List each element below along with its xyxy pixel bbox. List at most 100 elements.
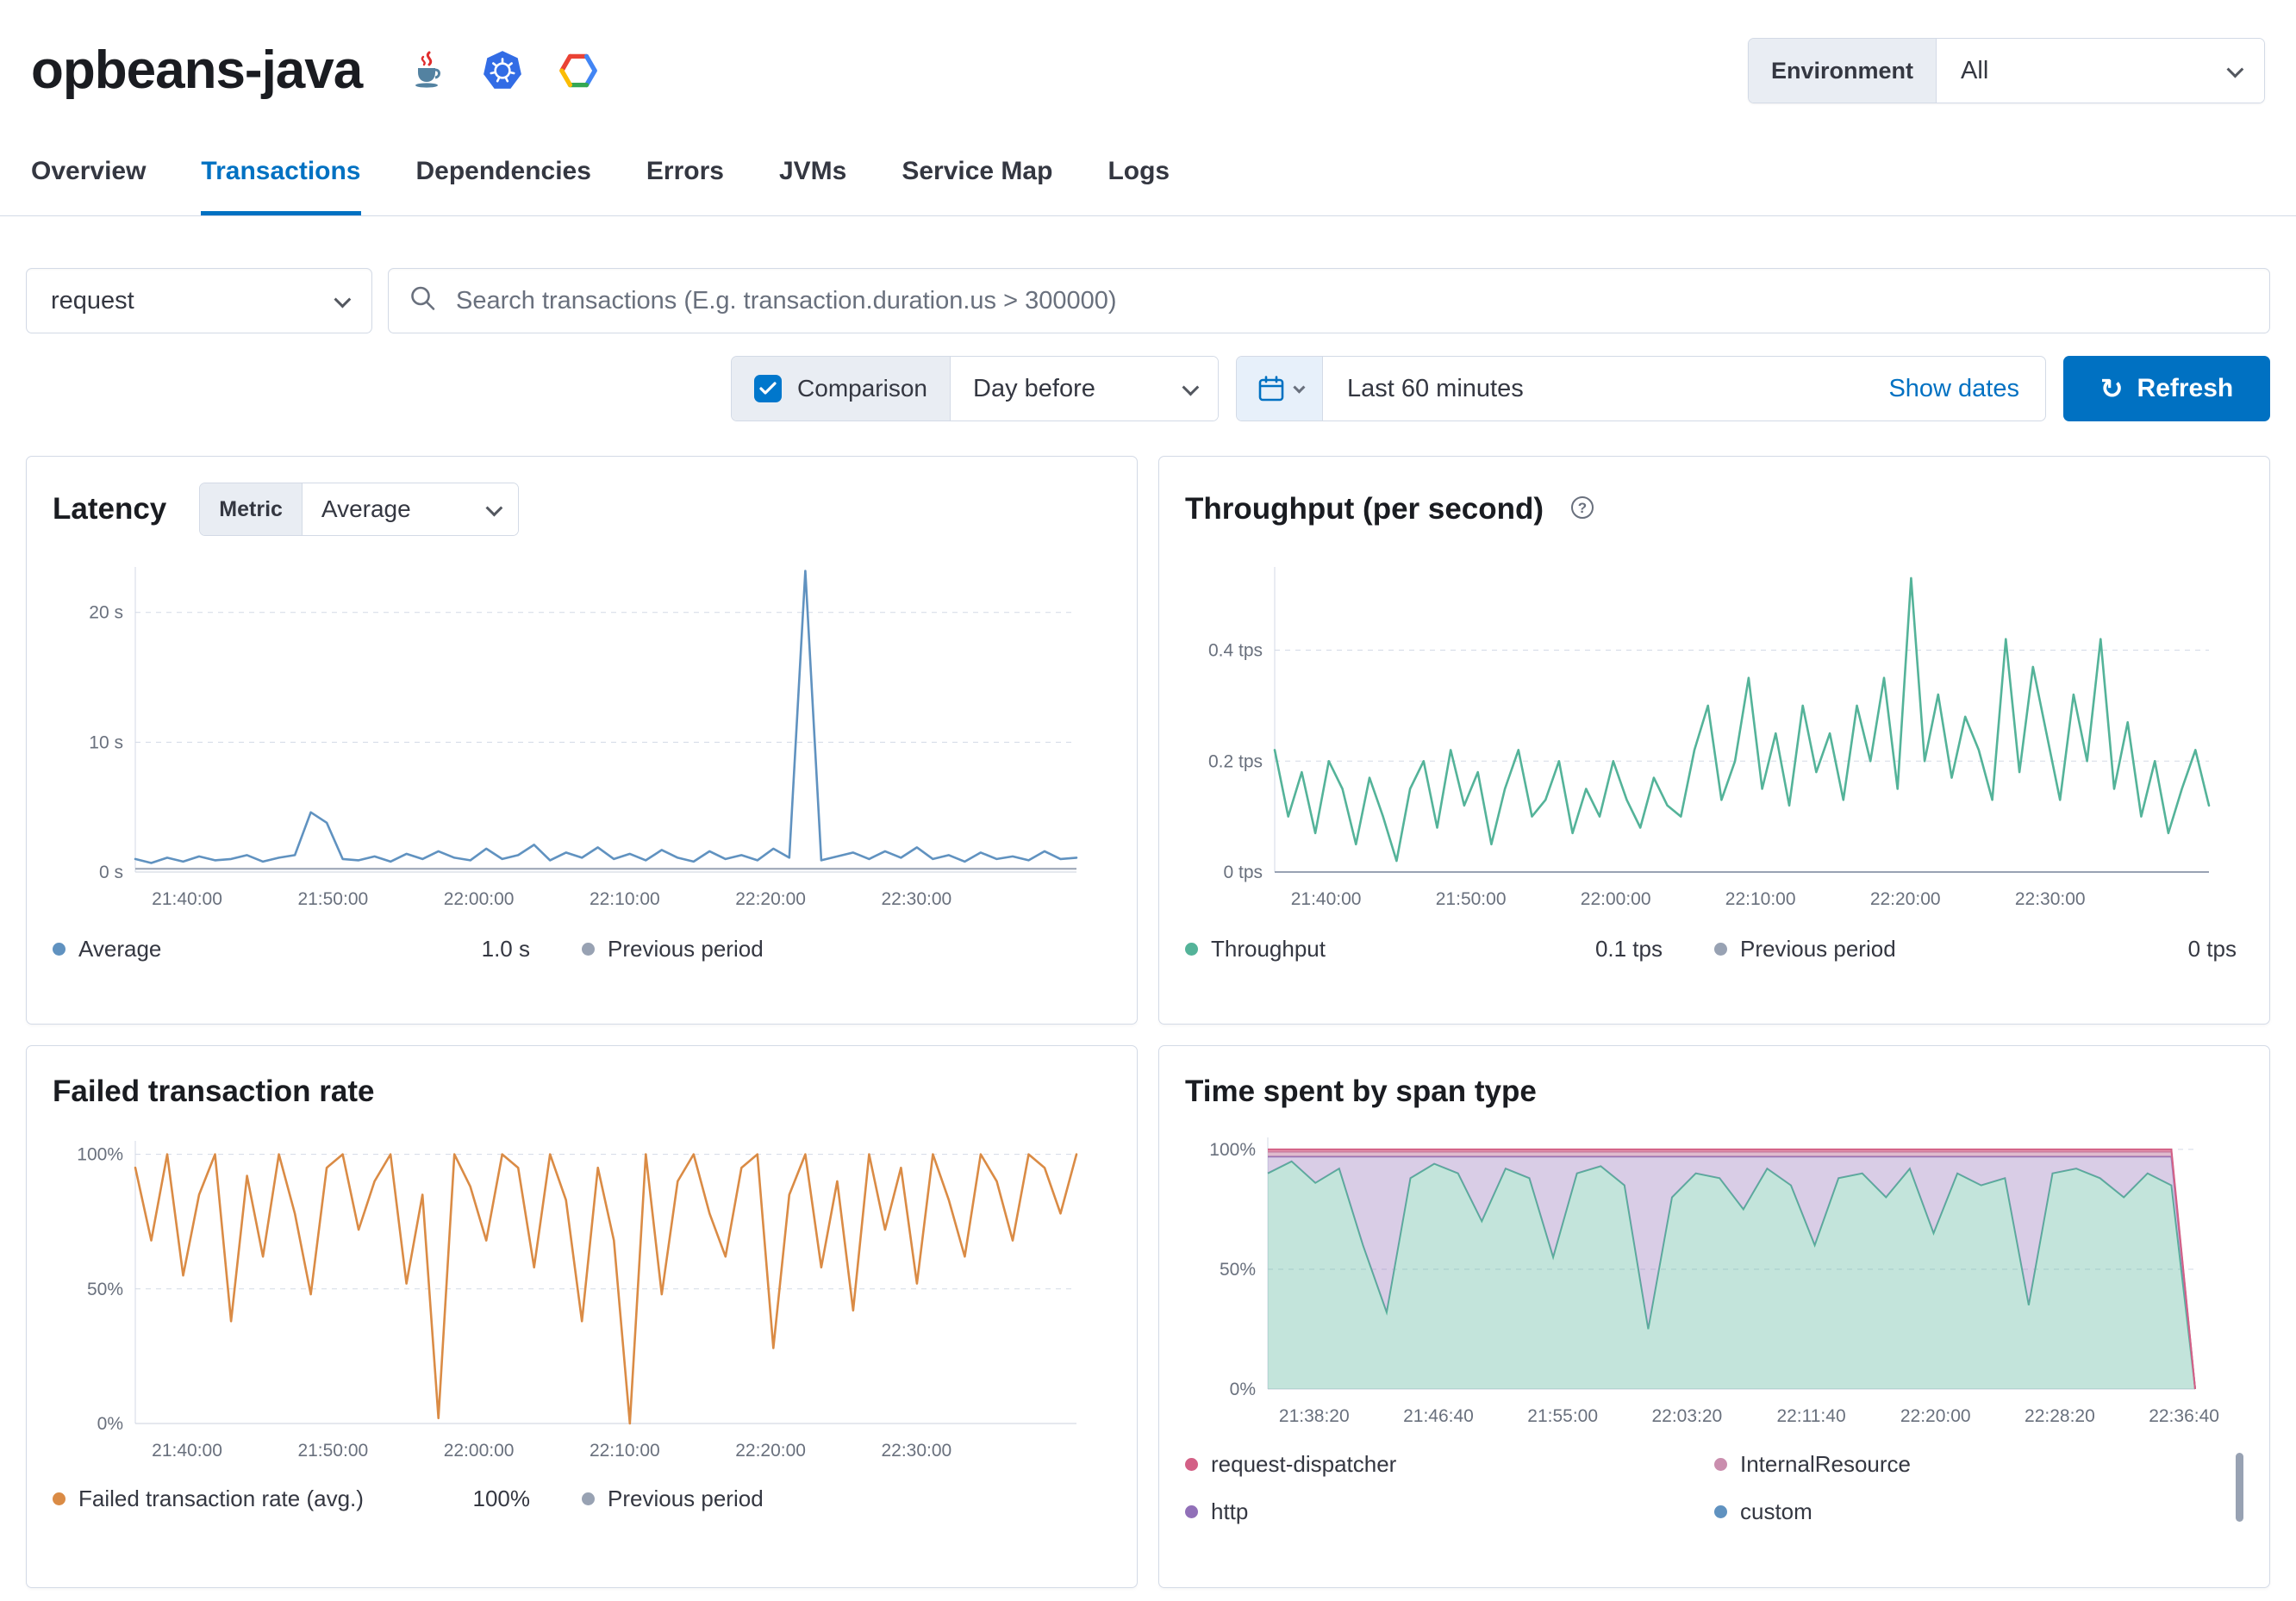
svg-text:22:30:00: 22:30:00 (2015, 889, 2086, 909)
transaction-type-select[interactable]: request (26, 268, 372, 333)
latency-legend: Average 1.0 s Previous period (53, 936, 1111, 962)
comparison-control: Comparison Day before (731, 356, 1219, 421)
svg-text:22:36:40: 22:36:40 (2149, 1406, 2219, 1426)
svg-text:22:00:00: 22:00:00 (444, 889, 515, 909)
svg-text:22:10:00: 22:10:00 (590, 889, 660, 909)
span-types-panel: Time spent by span type 0% 50% 100% 21:38:2… (1158, 1045, 2270, 1588)
tab-dependencies[interactable]: Dependencies (415, 157, 591, 185)
svg-text:0%: 0% (1230, 1380, 1256, 1399)
svg-text:22:10:00: 22:10:00 (1725, 889, 1796, 909)
svg-text:0%: 0% (97, 1414, 123, 1434)
legend-item-previous-period[interactable]: Previous period (582, 936, 764, 962)
metric-value: Average (321, 495, 411, 522)
legend-dot (1185, 1505, 1198, 1518)
svg-text:22:20:00: 22:20:00 (735, 1441, 806, 1461)
java-icon (407, 50, 448, 91)
legend-value: 100% (472, 1486, 531, 1511)
legend-item-throughput[interactable]: Throughput (1185, 936, 1326, 962)
throughput-chart[interactable]: 0 tps 0.2 tps 0.4 tps 21:40:00 21:50:00 22:00… (1185, 551, 2243, 922)
svg-text:22:00:00: 22:00:00 (444, 1441, 515, 1461)
comparison-checkbox[interactable] (754, 375, 783, 402)
legend-item-failed-rate[interactable]: Failed transaction rate (avg.) (53, 1486, 364, 1512)
legend-scrollbar[interactable] (2236, 1453, 2243, 1522)
throughput-legend: Throughput 0.1 tps Previous period 0 tps (1185, 936, 2243, 962)
svg-text:0.4 tps: 0.4 tps (1208, 641, 1263, 661)
environment-select[interactable]: All (1937, 39, 2264, 103)
tab-errors[interactable]: Errors (646, 157, 724, 185)
legend-value: 0.1 tps (1594, 936, 1663, 962)
latency-metric-control: Metric Average (199, 483, 519, 536)
svg-text:21:40:00: 21:40:00 (152, 1441, 222, 1461)
failed-rate-panel: Failed transaction rate 0% 50% 100% 21:40:0… (26, 1045, 1138, 1588)
svg-text:0 s: 0 s (99, 863, 123, 882)
tab-logs[interactable]: Logs (1107, 157, 1170, 185)
chevron-down-icon (334, 290, 352, 308)
time-range-value[interactable]: Last 60 minutes (1347, 374, 1524, 402)
legend-item-previous-period[interactable]: Previous period (582, 1486, 764, 1512)
throughput-title: Throughput (per second) (1185, 492, 1544, 526)
chevron-down-icon (1182, 378, 1200, 396)
refresh-icon: ↻ (2099, 372, 2124, 405)
svg-text:100%: 100% (77, 1145, 123, 1165)
legend-dot (53, 1492, 66, 1505)
failed-rate-chart[interactable]: 0% 50% 100% 21:40:00 21:50:00 22:00:00 22:10:0… (53, 1127, 1111, 1472)
legend-item-http[interactable]: http (1185, 1498, 1714, 1525)
legend-dot (1185, 943, 1198, 956)
legend-item-custom[interactable]: custom (1714, 1498, 2243, 1525)
charts-grid: Latency Metric Average 0 s 10 s 20 s 21:40:… (26, 456, 2270, 1588)
svg-text:21:50:00: 21:50:00 (297, 1441, 368, 1461)
legend-item-request-dispatcher[interactable]: request-dispatcher (1185, 1451, 1714, 1478)
svg-text:22:10:00: 22:10:00 (590, 1441, 660, 1461)
tab-bar: Overview Transactions Dependencies Error… (0, 157, 2296, 216)
svg-text:21:50:00: 21:50:00 (1436, 889, 1507, 909)
svg-text:22:30:00: 22:30:00 (881, 889, 951, 909)
comparison-period-select[interactable]: Day before (951, 357, 1218, 420)
svg-text:?: ? (1578, 500, 1587, 516)
page-header: opbeans-java (0, 0, 2296, 107)
tab-service-map[interactable]: Service Map (902, 157, 1053, 185)
calendar-icon (1258, 376, 1284, 402)
svg-text:22:20:00: 22:20:00 (1900, 1406, 1971, 1426)
legend-item-internalresource[interactable]: InternalResource (1714, 1451, 2243, 1478)
help-icon[interactable]: ? (1569, 495, 1595, 525)
svg-text:20 s: 20 s (89, 603, 123, 623)
svg-text:50%: 50% (87, 1280, 123, 1299)
tab-jvms[interactable]: JVMs (778, 157, 847, 185)
svg-text:0 tps: 0 tps (1223, 863, 1263, 882)
svg-text:22:20:00: 22:20:00 (1870, 889, 1941, 909)
span-types-chart[interactable]: 0% 50% 100% 21:38:20 21:46:40 21:55:00 22:03:2… (1185, 1127, 2243, 1434)
legend-item-previous-period[interactable]: Previous period (1714, 936, 1896, 962)
environment-control: Environment All (1748, 38, 2265, 103)
legend-dot (582, 1492, 595, 1505)
refresh-button[interactable]: ↻ Refresh (2063, 356, 2270, 421)
svg-text:100%: 100% (1209, 1140, 1256, 1160)
page-title: opbeans-java (31, 40, 363, 100)
time-controls-row: Comparison Day before Last 60 minutes Sh… (26, 356, 2270, 421)
tab-transactions[interactable]: Transactions (201, 157, 360, 215)
calendar-button[interactable] (1237, 357, 1323, 420)
span-types-title: Time spent by span type (1185, 1075, 1537, 1108)
latency-panel: Latency Metric Average 0 s 10 s 20 s 21:40:… (26, 456, 1138, 1025)
failed-rate-legend: Failed transaction rate (avg.) 100% Prev… (53, 1486, 1111, 1512)
svg-text:21:55:00: 21:55:00 (1527, 1406, 1598, 1426)
legend-dot (1714, 1505, 1727, 1518)
tab-overview[interactable]: Overview (31, 157, 147, 185)
filter-bar: request (26, 268, 2270, 333)
metric-label: Metric (200, 483, 303, 535)
chevron-down-icon (485, 499, 503, 517)
comparison-toggle[interactable]: Comparison (732, 357, 951, 420)
svg-text:22:03:20: 22:03:20 (1651, 1406, 1722, 1426)
chevron-down-icon (2226, 60, 2244, 78)
gcp-icon (557, 51, 600, 90)
transaction-type-value: request (51, 286, 134, 315)
failed-rate-title: Failed transaction rate (53, 1075, 375, 1108)
show-dates-link[interactable]: Show dates (1888, 374, 2019, 402)
metric-select[interactable]: Average (302, 483, 518, 535)
search-input[interactable] (388, 268, 2270, 333)
legend-dot (53, 943, 66, 956)
legend-value: 0 tps (2187, 936, 2237, 962)
comparison-label: Comparison (797, 375, 927, 402)
latency-chart[interactable]: 0 s 10 s 20 s 21:40:00 21:50:00 22:00:00 22:10… (53, 551, 1111, 922)
legend-item-average[interactable]: Average (53, 936, 161, 962)
search-box (388, 268, 2270, 333)
